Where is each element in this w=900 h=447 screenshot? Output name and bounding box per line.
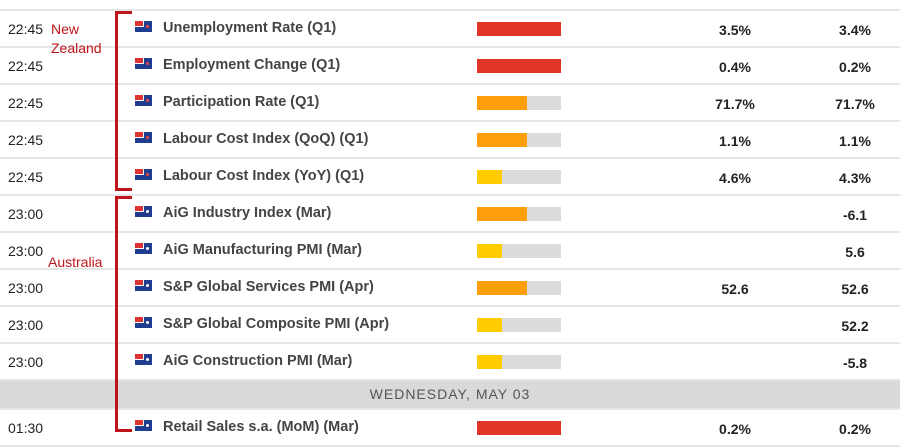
new-zealand-bracket — [115, 11, 132, 191]
event-row[interactable]: 23:00 AiG Industry Index (Mar) -6.1 — [0, 196, 900, 233]
event-name[interactable]: S&P Global Composite PMI (Apr) — [163, 316, 390, 332]
actual-value: 3.5% — [719, 22, 751, 38]
event-time: 22:45 — [8, 21, 44, 37]
impact-bar — [477, 281, 561, 295]
new-zealand-flag-icon — [135, 21, 152, 32]
impact-bar — [477, 421, 561, 435]
forecast-value: 0.2% — [839, 421, 871, 437]
new-zealand-annotation: New Zealand — [51, 21, 102, 56]
impact-fill — [477, 207, 528, 221]
forecast-value: 52.6 — [841, 281, 869, 297]
event-row[interactable]: 23:00 S&P Global Composite PMI (Apr) 52.… — [0, 307, 900, 344]
actual-value: 4.6% — [719, 170, 751, 186]
australia-annotation: Australia — [48, 254, 103, 270]
australia-bracket — [115, 196, 132, 432]
impact-fill — [477, 170, 503, 184]
impact-bar — [477, 355, 561, 369]
forecast-value: 52.2 — [841, 318, 869, 334]
impact-bar — [477, 96, 561, 110]
event-name[interactable]: AiG Construction PMI (Mar) — [163, 353, 353, 369]
event-row[interactable]: 22:45 Participation Rate (Q1) 71.7% 71.7… — [0, 85, 900, 122]
event-time: 22:45 — [8, 132, 44, 148]
new-zealand-flag-icon — [135, 169, 152, 180]
event-row[interactable]: 22:45 Unemployment Rate (Q1) 3.5% 3.4% — [0, 11, 900, 48]
australia-flag-icon — [135, 280, 152, 291]
impact-bar — [477, 170, 561, 184]
event-time: 23:00 — [8, 206, 44, 222]
event-time: 22:45 — [8, 58, 44, 74]
event-time: 01:30 — [8, 420, 44, 436]
impact-fill — [477, 421, 561, 435]
forecast-value: -6.1 — [842, 207, 868, 223]
event-time: 23:00 — [8, 354, 44, 370]
impact-fill — [477, 318, 503, 332]
forecast-value: 4.3% — [839, 170, 871, 186]
impact-fill — [477, 22, 561, 36]
impact-fill — [477, 281, 528, 295]
actual-value: 71.7% — [715, 96, 755, 112]
economic-calendar-table: 22:45 Unemployment Rate (Q1) 3.5% 3.4% 2… — [0, 9, 900, 447]
event-time: 23:00 — [8, 317, 44, 333]
actual-value: 0.2% — [719, 421, 751, 437]
impact-bar — [477, 59, 561, 73]
event-row[interactable]: 22:45 Labour Cost Index (QoQ) (Q1) 1.1% … — [0, 122, 900, 159]
event-name[interactable]: AiG Manufacturing PMI (Mar) — [163, 242, 362, 258]
forecast-value: -5.8 — [842, 355, 868, 371]
event-name[interactable]: Employment Change (Q1) — [163, 57, 341, 73]
forecast-value: 0.2% — [839, 59, 871, 75]
australia-flag-icon — [135, 206, 152, 217]
event-name[interactable]: Unemployment Rate (Q1) — [163, 20, 337, 36]
new-zealand-flag-icon — [135, 95, 152, 106]
impact-bar — [477, 244, 561, 258]
event-time: 22:45 — [8, 169, 44, 185]
event-row[interactable]: 01:30 Retail Sales s.a. (MoM) (Mar) 0.2%… — [0, 410, 900, 447]
event-time: 23:00 — [8, 243, 44, 259]
event-name[interactable]: Participation Rate (Q1) — [163, 94, 320, 110]
impact-bar — [477, 207, 561, 221]
event-time: 23:00 — [8, 280, 44, 296]
impact-bar — [477, 22, 561, 36]
actual-value: 52.6 — [721, 281, 749, 297]
event-name[interactable]: Labour Cost Index (YoY) (Q1) — [163, 168, 365, 184]
new-zealand-flag-icon — [135, 58, 152, 69]
event-name[interactable]: S&P Global Services PMI (Apr) — [163, 279, 374, 295]
impact-fill — [477, 244, 503, 258]
impact-fill — [477, 59, 561, 73]
impact-fill — [477, 355, 503, 369]
event-row[interactable]: 23:00 AiG Construction PMI (Mar) -5.8 — [0, 344, 900, 381]
event-name[interactable]: Labour Cost Index (QoQ) (Q1) — [163, 131, 369, 147]
australia-flag-icon — [135, 420, 152, 431]
event-row[interactable]: 23:00 AiG Manufacturing PMI (Mar) 5.6 — [0, 233, 900, 270]
event-time: 22:45 — [8, 95, 44, 111]
actual-value: 1.1% — [719, 133, 751, 149]
new-zealand-flag-icon — [135, 132, 152, 143]
event-name[interactable]: Retail Sales s.a. (MoM) (Mar) — [163, 419, 359, 435]
impact-fill — [477, 133, 528, 147]
impact-bar — [477, 133, 561, 147]
actual-value: 0.4% — [719, 59, 751, 75]
event-row[interactable]: 22:45 Employment Change (Q1) 0.4% 0.2% — [0, 48, 900, 85]
impact-bar — [477, 318, 561, 332]
forecast-value: 1.1% — [839, 133, 871, 149]
forecast-value: 71.7% — [835, 96, 875, 112]
forecast-value: 3.4% — [839, 22, 871, 38]
australia-flag-icon — [135, 243, 152, 254]
event-row[interactable]: 22:45 Labour Cost Index (YoY) (Q1) 4.6% … — [0, 159, 900, 196]
impact-fill — [477, 96, 528, 110]
forecast-value: 5.6 — [845, 244, 865, 260]
day-header: WEDNESDAY, MAY 03 — [0, 381, 900, 410]
event-row[interactable]: 23:00 S&P Global Services PMI (Apr) 52.6… — [0, 270, 900, 307]
australia-flag-icon — [135, 354, 152, 365]
event-name[interactable]: AiG Industry Index (Mar) — [163, 205, 332, 221]
australia-flag-icon — [135, 317, 152, 328]
